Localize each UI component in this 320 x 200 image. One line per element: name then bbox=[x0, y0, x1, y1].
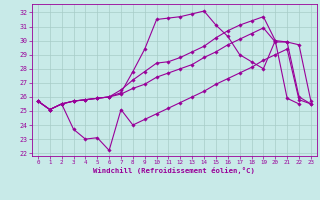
X-axis label: Windchill (Refroidissement éolien,°C): Windchill (Refroidissement éolien,°C) bbox=[93, 167, 255, 174]
